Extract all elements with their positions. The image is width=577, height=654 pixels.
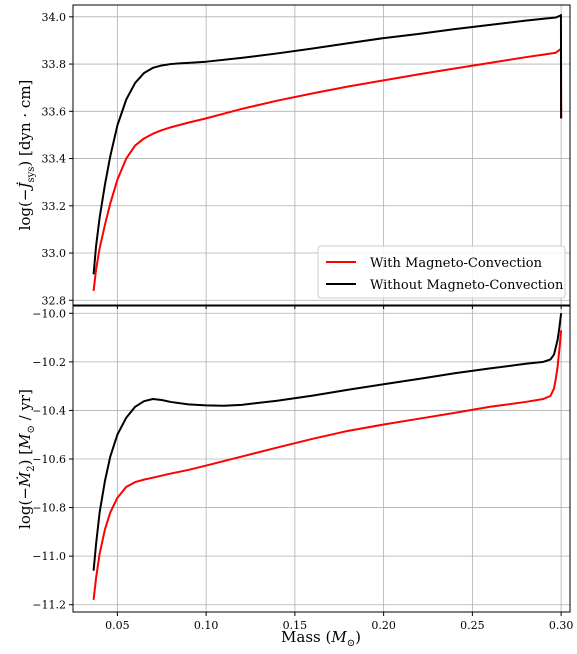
panel-0-y-tick-label-3: 33.4 bbox=[42, 153, 67, 166]
panel-0-y-tick-label-0: 32.8 bbox=[42, 294, 67, 307]
top-panel-frame bbox=[72, 4, 571, 306]
x-tick-label-3: 0.20 bbox=[371, 619, 396, 632]
panel-1-series-with-magneto bbox=[92, 330, 563, 600]
panel-1-y-tick-label-4: −10.4 bbox=[32, 404, 66, 417]
panel-0-y-tick-label-2: 33.2 bbox=[42, 200, 67, 213]
x-tick-label-1: 0.10 bbox=[194, 619, 219, 632]
panel-1-y-tick-label-2: −10.8 bbox=[32, 502, 66, 515]
top-y-axis-label: log(−J̇sys) [dyn · cm] bbox=[16, 80, 37, 231]
series-layer bbox=[92, 13, 563, 600]
x-tick-label-5: 0.30 bbox=[549, 619, 574, 632]
x-tick-label-2: 0.15 bbox=[283, 619, 308, 632]
ticks-layer: 32.8 33.0 33.2 33.4 33.6 33.8 34.0 −11.2 −11.0 −1… bbox=[32, 11, 573, 632]
x-tick-label-0: 0.05 bbox=[105, 619, 130, 632]
grid-layer bbox=[73, 5, 570, 612]
x-tick-label-4: 0.25 bbox=[460, 619, 485, 632]
x-axis-label: Mass (M⊙) bbox=[281, 628, 361, 649]
legend-label-without-magneto: Without Magneto-Convection bbox=[370, 278, 564, 293]
panel-1-y-tick-label-0: −11.2 bbox=[32, 599, 66, 612]
panel-1-y-tick-label-6: −10.0 bbox=[32, 307, 66, 320]
legend: With Magneto-Convection Without Magneto-… bbox=[317, 245, 566, 299]
panel-0-y-tick-label-4: 33.6 bbox=[42, 105, 67, 118]
panel-0-series-with-magneto bbox=[92, 47, 563, 291]
panel-0-y-tick-label-1: 33.0 bbox=[42, 247, 67, 260]
panel-1-y-tick-label-5: −10.2 bbox=[32, 356, 66, 369]
panel-1-y-tick-label-1: −11.0 bbox=[32, 550, 66, 563]
panel-0-series-without-magneto bbox=[92, 13, 563, 275]
panel-0-y-tick-label-5: 33.8 bbox=[42, 58, 67, 71]
panel-1-y-tick-label-3: −10.6 bbox=[32, 453, 66, 466]
panel-1-series-without-magneto bbox=[92, 313, 563, 571]
bottom-y-axis-label: log(−Ṁ2) [M⊙ / yr] bbox=[16, 389, 37, 529]
panel-0-y-tick-label-6: 34.0 bbox=[42, 11, 67, 24]
legend-box bbox=[317, 245, 566, 299]
legend-label-with-magneto: With Magneto-Convection bbox=[370, 256, 543, 271]
